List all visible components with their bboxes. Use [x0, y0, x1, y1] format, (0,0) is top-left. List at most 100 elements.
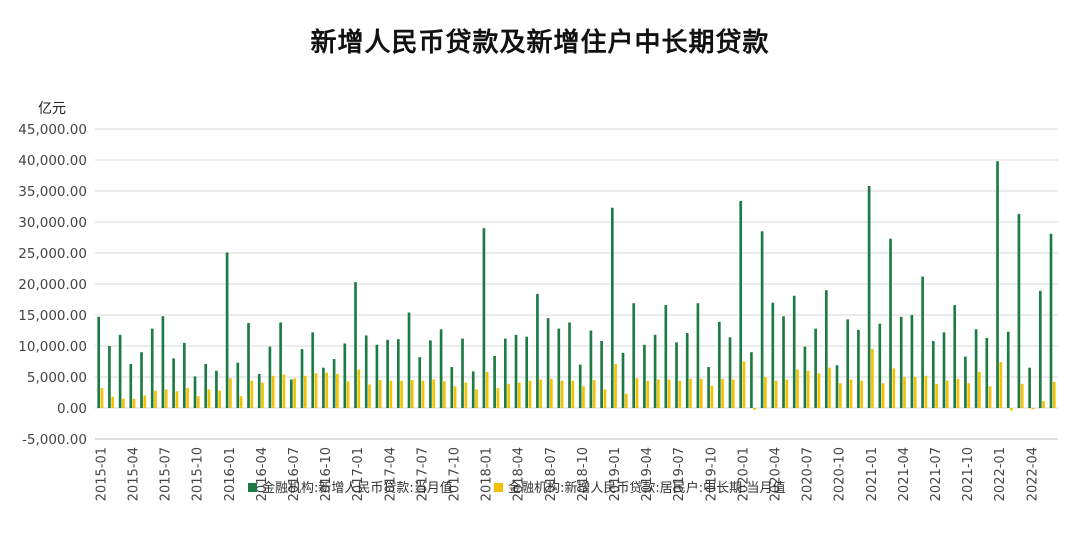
bar [239, 396, 243, 408]
bar [507, 383, 510, 408]
bar [325, 372, 329, 408]
bar [667, 379, 671, 408]
bar [785, 379, 789, 408]
bar [175, 391, 179, 408]
x-tick-label: 2018-04 [512, 447, 527, 501]
bar [482, 228, 486, 408]
bar [974, 329, 978, 408]
bar [582, 386, 585, 408]
bar [610, 207, 614, 408]
x-tick-label: 2022-01 [993, 447, 1008, 501]
bar [289, 379, 293, 408]
bar [496, 388, 500, 408]
bar [881, 383, 885, 408]
bar [108, 346, 111, 408]
bar [346, 381, 350, 408]
bar [760, 231, 764, 408]
legend-swatch [494, 483, 503, 492]
x-tick-label: 2015-10 [191, 447, 206, 501]
bar [721, 378, 724, 408]
x-tick-label: 2021-07 [929, 447, 944, 501]
bar [1052, 381, 1056, 408]
bar [186, 388, 189, 408]
bar [528, 380, 532, 408]
bar [1006, 331, 1010, 408]
x-tick-label: 2018-10 [576, 447, 591, 501]
bar [892, 368, 896, 408]
y-tick-label: 25,000.00 [18, 246, 87, 262]
bar [257, 373, 261, 408]
bar [899, 316, 903, 408]
bar [143, 395, 147, 408]
bar [931, 341, 935, 408]
series-1 [97, 161, 1053, 408]
bar [710, 385, 714, 408]
bar [550, 378, 553, 408]
y-tick-label: 5,000.00 [27, 370, 87, 386]
bar [132, 398, 136, 408]
bar [664, 305, 668, 408]
bar [945, 380, 949, 408]
bar [806, 370, 810, 408]
bar [814, 328, 817, 408]
bar [996, 161, 999, 408]
bar [97, 316, 101, 408]
y-tick-label: 30,000.00 [18, 215, 87, 231]
x-tick-label: 2019-07 [672, 447, 687, 501]
bar [282, 374, 286, 408]
bar [546, 318, 550, 408]
x-tick-label: 2020-10 [833, 447, 848, 501]
bar [646, 380, 650, 408]
bar [418, 357, 422, 408]
bar [336, 373, 339, 408]
x-tick-label: 2019-01 [608, 447, 623, 501]
y-tick-label: 40,000.00 [18, 153, 87, 169]
x-tick-label: 2017-01 [351, 447, 366, 501]
y-tick-label: 35,000.00 [18, 184, 87, 200]
x-tick-label: 2020-01 [736, 447, 751, 501]
bar [368, 384, 371, 408]
bar [817, 373, 821, 408]
bar [867, 186, 871, 408]
bar [432, 379, 436, 408]
bar [400, 380, 403, 408]
y-tick-label: 15,000.00 [18, 308, 87, 324]
bar [354, 282, 357, 408]
bar [375, 344, 379, 408]
bar [589, 330, 593, 408]
x-tick-label: 2016-10 [319, 447, 334, 501]
bar [172, 358, 175, 408]
bar [889, 238, 892, 408]
bar [396, 339, 400, 408]
bar [560, 380, 564, 408]
x-tick-label: 2016-07 [287, 447, 302, 501]
bar [878, 323, 882, 408]
y-tick-label: 45,000.00 [18, 122, 87, 138]
bar [161, 316, 165, 408]
bar [824, 290, 828, 408]
bar [536, 293, 539, 408]
x-tick-label: 2020-04 [768, 447, 783, 501]
bar [803, 346, 807, 408]
bar [838, 383, 842, 408]
bar [378, 380, 382, 408]
bar [300, 349, 304, 408]
bar [357, 369, 361, 408]
bar [207, 389, 211, 408]
bar [792, 295, 796, 408]
bar [742, 361, 746, 408]
bar [1028, 367, 1031, 408]
x-tick-label: 2020-07 [801, 447, 816, 501]
x-tick-label: 2015-01 [94, 447, 109, 501]
y-unit-label: 亿元 [38, 101, 66, 117]
bar [364, 335, 368, 408]
bar [685, 332, 689, 408]
bar [475, 389, 478, 408]
bar [913, 377, 917, 408]
bar [322, 367, 325, 408]
bar [485, 372, 489, 408]
bar [443, 381, 446, 408]
bar [410, 380, 414, 408]
